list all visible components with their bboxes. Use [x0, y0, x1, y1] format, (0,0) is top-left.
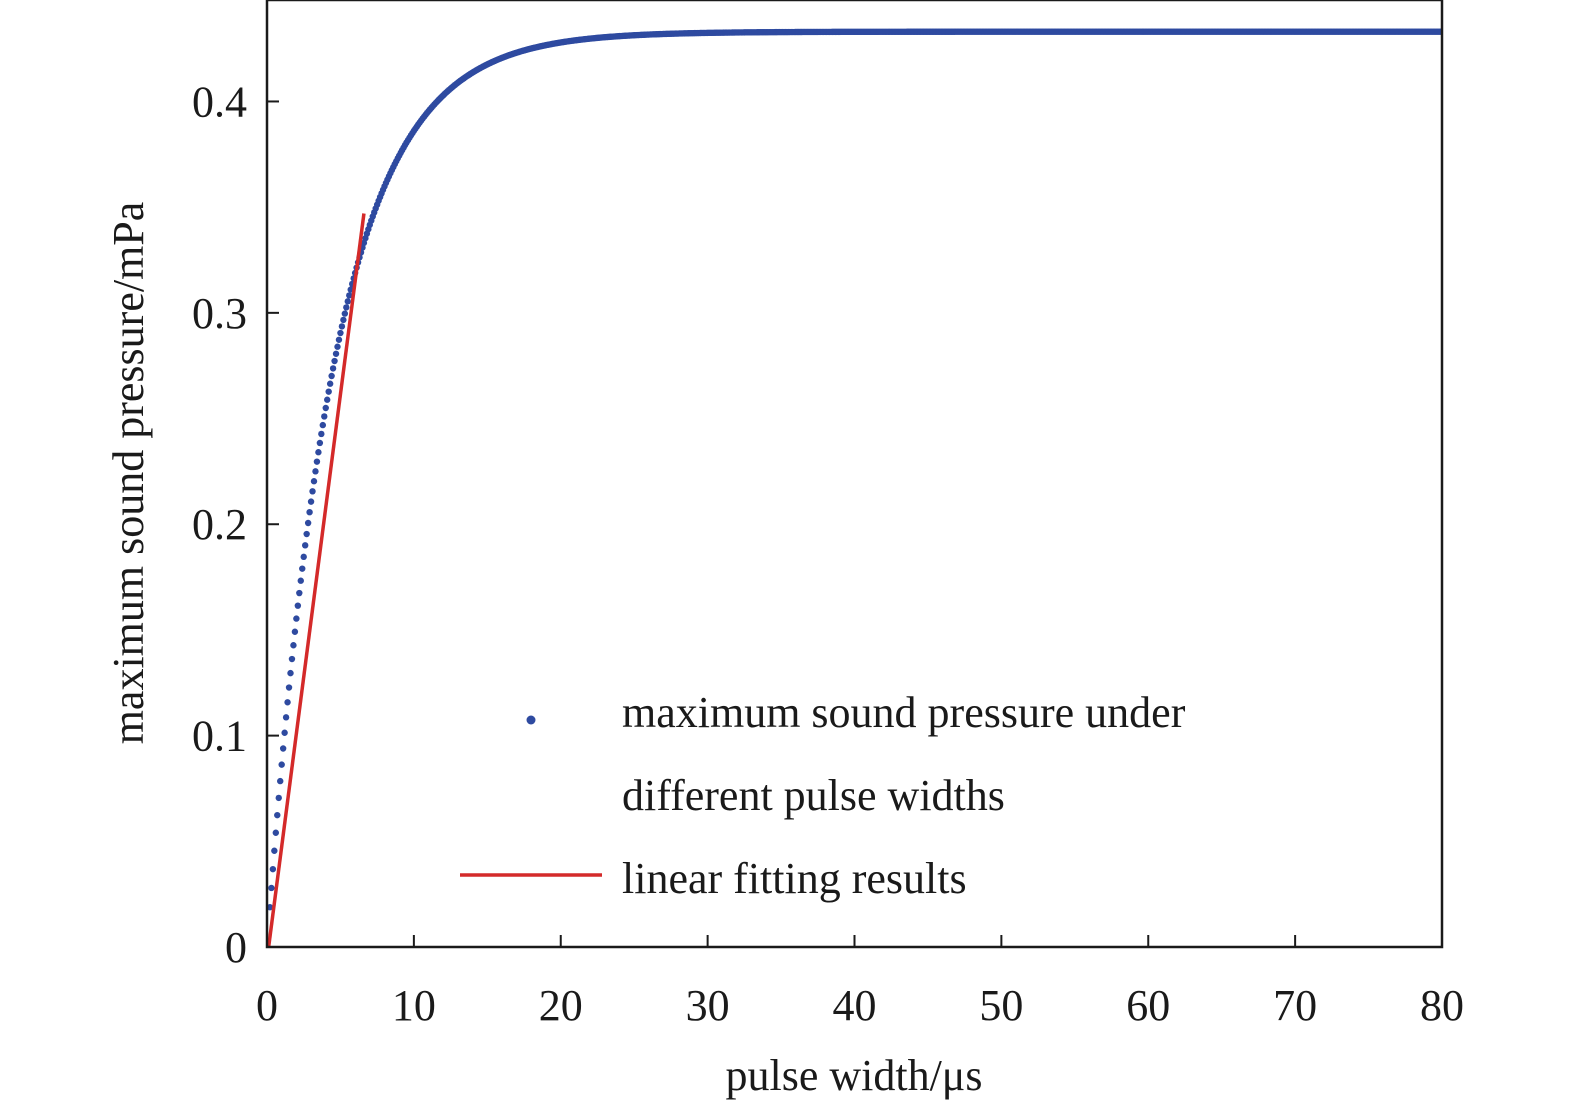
- scatter-point: [272, 829, 280, 836]
- fit-line: [267, 213, 366, 947]
- scatter-point: [277, 777, 284, 785]
- legend-label-scatter-line1: maximum sound pressure under: [622, 688, 1186, 737]
- scatter-point: [285, 684, 293, 691]
- scatter-point: [282, 714, 290, 721]
- scatter-point: [312, 468, 319, 475]
- scatter-point: [304, 519, 312, 527]
- y-axis-label: maximum sound pressure/mPa: [104, 202, 153, 745]
- scatter-point: [316, 439, 324, 447]
- scatter-point: [271, 847, 278, 854]
- scatter-series: [267, 28, 1442, 911]
- scatter-point: [303, 530, 310, 538]
- scatter-point: [288, 655, 296, 663]
- scatter-point: [313, 458, 321, 465]
- scatter-point: [321, 413, 328, 420]
- scatter-point: [269, 865, 277, 873]
- scatter-point: [346, 292, 353, 299]
- scatter-point: [294, 602, 302, 609]
- x-tick-label: 20: [539, 981, 583, 1030]
- scatter-point: [322, 404, 329, 412]
- scatter-point: [331, 357, 338, 365]
- x-tick-label: 80: [1420, 981, 1464, 1030]
- scatter-point: [287, 669, 294, 677]
- scatter-point: [337, 329, 344, 337]
- scatter-point: [326, 380, 334, 387]
- scatter-point: [335, 336, 343, 343]
- scatter-point: [293, 615, 300, 622]
- scatter-point: [315, 449, 322, 456]
- scatter-point: [281, 729, 288, 736]
- scatter-point: [334, 343, 341, 350]
- scatter-point: [344, 298, 351, 305]
- scatter-point: [343, 304, 350, 311]
- x-tick-label: 50: [979, 981, 1023, 1030]
- scatter-point: [309, 488, 316, 495]
- scatter-point: [318, 430, 325, 438]
- data-layer: [267, 28, 1442, 947]
- legend-marker-scatter: [526, 715, 536, 725]
- y-tick-label: 0: [225, 923, 247, 972]
- scatter-point: [275, 794, 282, 802]
- scatter-point: [319, 421, 327, 429]
- scatter-point: [267, 904, 274, 911]
- scatter-point: [324, 396, 331, 403]
- scatter-point: [328, 372, 335, 380]
- scatter-point: [332, 350, 340, 357]
- scatter-point: [299, 565, 306, 572]
- scatter-point: [338, 323, 346, 330]
- scatter-point: [274, 811, 281, 819]
- legend-label-line: linear fitting results: [622, 854, 967, 903]
- scatter-point: [291, 628, 299, 635]
- x-tick-label: 0: [256, 981, 278, 1030]
- x-tick-label: 30: [686, 981, 730, 1030]
- scatter-point: [325, 388, 332, 395]
- x-tick-label: 70: [1273, 981, 1317, 1030]
- scatter-point: [278, 761, 285, 768]
- legend-label-scatter-line2: different pulse widths: [622, 771, 1005, 820]
- scatter-point: [306, 508, 313, 516]
- scatter-point: [297, 577, 304, 584]
- x-tick-label: 10: [392, 981, 436, 1030]
- x-axis-label: pulse width/μs: [725, 1051, 982, 1100]
- scatter-point: [341, 310, 349, 317]
- scatter-point: [310, 478, 318, 485]
- scatter-point: [296, 589, 303, 597]
- scatter-point: [268, 884, 275, 892]
- axis-layer: 0 10 20 30 40 50 60 70 80 0 0.1 0.2 0.3 0.4: [192, 77, 1464, 1030]
- scatter-point: [290, 642, 297, 649]
- scatter-point: [329, 365, 337, 372]
- legend: maximum sound pressure under different p…: [460, 688, 1186, 903]
- x-tick-label: 60: [1126, 981, 1170, 1030]
- scatter-point: [340, 316, 347, 324]
- y-tick-label: 0.4: [192, 77, 247, 126]
- y-tick-label: 0.3: [192, 289, 247, 338]
- scatter-point: [279, 745, 287, 752]
- scatter-point: [284, 699, 291, 706]
- y-tick-label: 0.2: [192, 500, 247, 549]
- scatter-point: [300, 553, 307, 561]
- scatter-point: [301, 542, 309, 549]
- scatter-point: [307, 498, 315, 505]
- y-tick-label: 0.1: [192, 712, 247, 761]
- x-tick-label: 40: [833, 981, 877, 1030]
